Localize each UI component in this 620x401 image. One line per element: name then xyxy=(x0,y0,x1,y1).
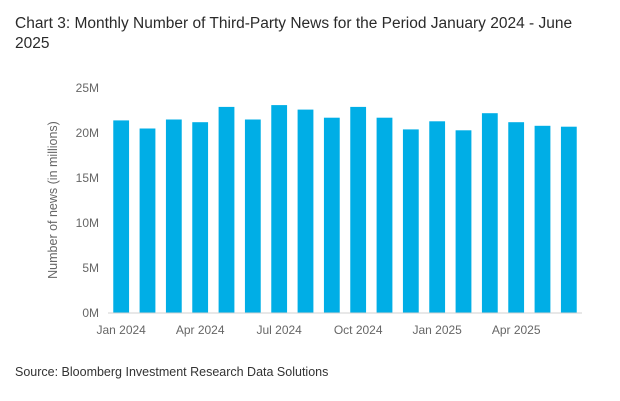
y-tick-label: 20M xyxy=(76,126,99,140)
bars xyxy=(113,105,577,314)
y-ticks: 0M 5M 10M 15M 20M 25M xyxy=(76,81,99,320)
bar-jun-2024 xyxy=(244,119,261,313)
bar-jan-2024 xyxy=(113,120,130,314)
y-axis-label-group: Number of news (in millions) xyxy=(46,121,60,279)
x-tick-label: Jan 2025 xyxy=(412,323,462,337)
y-tick-label: 5M xyxy=(82,261,99,275)
y-tick-label: 25M xyxy=(76,81,99,95)
x-tick-label: Apr 2024 xyxy=(176,323,225,337)
x-tick-label: Apr 2025 xyxy=(492,323,541,337)
chart-title: Chart 3: Monthly Number of Third-Party N… xyxy=(15,15,573,52)
x-tick-label: Oct 2024 xyxy=(334,323,383,337)
x-tick-label: Jul 2024 xyxy=(256,323,302,337)
bar-jul-2024 xyxy=(271,105,288,313)
bar-apr-2025 xyxy=(508,122,525,313)
y-tick-label: 10M xyxy=(76,216,99,230)
y-tick-label: 15M xyxy=(76,171,99,185)
bar-jun-2025 xyxy=(560,126,577,313)
x-tick-label: Jan 2024 xyxy=(96,323,146,337)
bar-mar-2025 xyxy=(481,113,498,313)
bar-apr-2024 xyxy=(192,122,209,313)
bar-feb-2024 xyxy=(139,128,156,313)
x-ticks: Jan 2024 Apr 2024 Jul 2024 Oct 2024 Jan 2025… xyxy=(96,323,540,337)
bar-nov-2024 xyxy=(376,117,393,313)
bar-aug-2024 xyxy=(297,109,314,313)
source-note: Source: Bloomberg Investment Research Da… xyxy=(15,365,329,379)
bar-dec-2024 xyxy=(402,129,419,313)
bar-feb-2025 xyxy=(455,130,472,313)
bar-may-2025 xyxy=(534,125,551,313)
bar-may-2024 xyxy=(218,106,235,314)
bar-sep-2024 xyxy=(323,117,340,313)
bar-mar-2024 xyxy=(165,119,182,313)
y-tick-label: 0M xyxy=(82,306,99,320)
y-axis-label: Number of news (in millions) xyxy=(46,121,60,279)
bar-jan-2025 xyxy=(429,121,446,313)
bar-oct-2024 xyxy=(350,106,367,314)
